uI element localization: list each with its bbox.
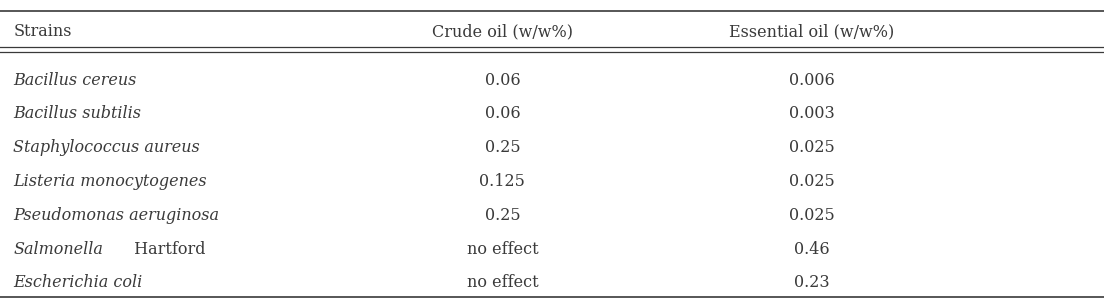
Text: Pseudomonas aeruginosa: Pseudomonas aeruginosa [13, 207, 220, 224]
Text: 0.006: 0.006 [788, 72, 835, 88]
Text: Bacillus cereus: Bacillus cereus [13, 72, 137, 88]
Text: 0.025: 0.025 [788, 207, 835, 224]
Text: Hartford: Hartford [129, 241, 205, 258]
Text: 0.003: 0.003 [788, 105, 835, 122]
Text: 0.125: 0.125 [479, 173, 526, 190]
Text: Salmonella: Salmonella [13, 241, 103, 258]
Text: Escherichia coli: Escherichia coli [13, 275, 142, 291]
Text: 0.25: 0.25 [485, 207, 520, 224]
Text: no effect: no effect [467, 241, 538, 258]
Text: Staphylococcus aureus: Staphylococcus aureus [13, 139, 200, 156]
Text: 0.23: 0.23 [794, 275, 829, 291]
Text: Strains: Strains [13, 23, 72, 40]
Text: no effect: no effect [467, 275, 538, 291]
Text: Bacillus subtilis: Bacillus subtilis [13, 105, 141, 122]
Text: 0.46: 0.46 [794, 241, 829, 258]
Text: 0.025: 0.025 [788, 139, 835, 156]
Text: 0.06: 0.06 [485, 72, 520, 88]
Text: 0.025: 0.025 [788, 173, 835, 190]
Text: Crude oil (w/w%): Crude oil (w/w%) [432, 23, 573, 40]
Text: Essential oil (w/w%): Essential oil (w/w%) [729, 23, 894, 40]
Text: Listeria monocytogenes: Listeria monocytogenes [13, 173, 206, 190]
Text: 0.06: 0.06 [485, 105, 520, 122]
Text: 0.25: 0.25 [485, 139, 520, 156]
